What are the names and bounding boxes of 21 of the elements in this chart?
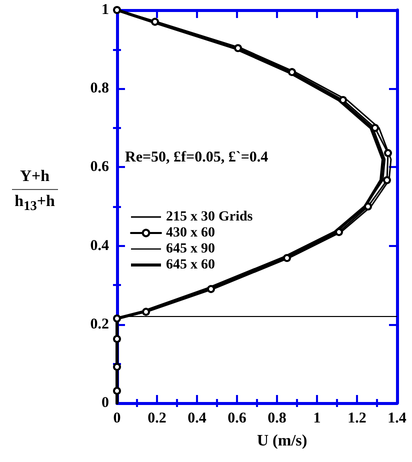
legend-label: 215 x 30 Grids [166, 210, 254, 224]
legend-label: 645 x 90 [166, 242, 215, 256]
x-tick-label: 0.4 [188, 410, 207, 426]
x-tick-label: 1.2 [348, 410, 366, 426]
annotation: Re=50, £f=0.05, £`=0.4 [125, 150, 269, 166]
x-tick-label: 1.4 [388, 410, 407, 426]
legend-label: 430 x 60 [166, 226, 215, 240]
x-tick-label: 0.8 [268, 410, 286, 426]
y-tick-label: 0.4 [90, 238, 110, 254]
y-tick-label: 1 [102, 2, 109, 18]
x-axis-title: U (m/s) [256, 432, 308, 450]
y-axis-title: Y+h h$_{13}$+h [14, 168, 56, 214]
x-tick-label: 1 [313, 410, 321, 426]
y-tick-label: 0.6 [90, 159, 110, 176]
x-tick-label: 0 [113, 410, 121, 426]
y-tick-label: 0.2 [90, 316, 109, 332]
y-tick-label: 0.8 [90, 80, 109, 97]
legend-label: 645 x 60 [166, 258, 215, 272]
y-tick-label: 0 [102, 395, 109, 411]
x-tick-label: 0.6 [228, 410, 247, 426]
x-tick-label: 0.2 [148, 410, 166, 426]
